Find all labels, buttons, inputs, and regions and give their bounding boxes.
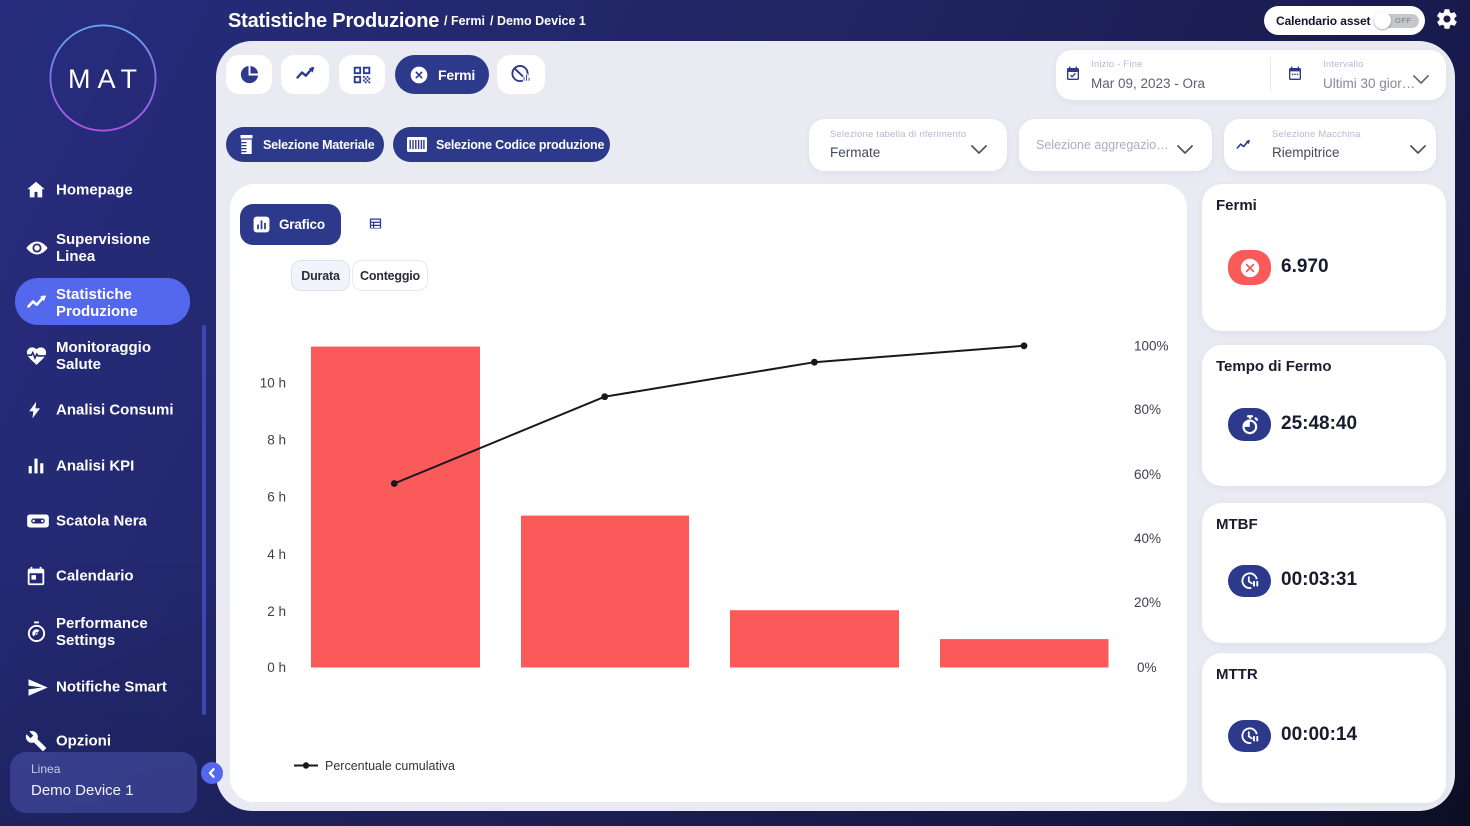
svg-text:Percentuale cumulativa: Percentuale cumulativa	[325, 759, 455, 773]
svg-text:40%: 40%	[1134, 531, 1161, 546]
svg-text:100%: 100%	[1134, 339, 1169, 354]
svg-text:8 h: 8 h	[267, 432, 286, 447]
svg-text:4 h: 4 h	[267, 547, 286, 562]
svg-text:MAT: MAT	[68, 64, 144, 94]
svg-text:0%: 0%	[1137, 660, 1157, 675]
svg-text:20%: 20%	[1134, 595, 1161, 610]
svg-text:60%: 60%	[1134, 467, 1161, 482]
svg-text:2 h: 2 h	[267, 604, 286, 619]
svg-text:6 h: 6 h	[267, 490, 286, 505]
svg-text:0 h: 0 h	[267, 660, 286, 675]
svg-text:10 h: 10 h	[260, 375, 286, 390]
svg-text:80%: 80%	[1134, 402, 1161, 417]
